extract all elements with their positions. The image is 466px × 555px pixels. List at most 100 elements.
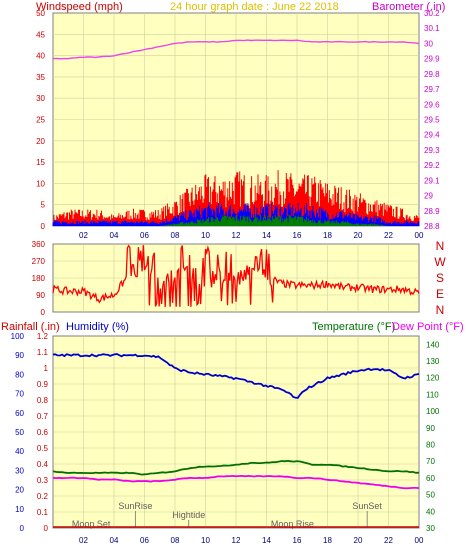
series-humidity bbox=[52, 353, 420, 399]
x-tick-label: 10 bbox=[201, 536, 210, 545]
direction-series bbox=[52, 244, 420, 308]
temperature-tick-label: 40 bbox=[426, 507, 435, 516]
humidity-tick-label: 30 bbox=[15, 466, 24, 475]
barometer-tick-label: 29.9 bbox=[424, 55, 440, 64]
series-wind-low bbox=[160, 214, 389, 226]
humidity-tick-label: 60 bbox=[15, 409, 24, 418]
humidity-tick-label: 50 bbox=[15, 428, 24, 437]
rainfall-tick-label: 0.4 bbox=[37, 460, 49, 469]
climate-grid bbox=[53, 336, 419, 528]
temperature-tick-label: 30 bbox=[426, 524, 435, 533]
compass-label: S bbox=[436, 271, 444, 285]
rainfall-tick-label: 0.5 bbox=[37, 444, 49, 453]
barometer-tick-label: 30 bbox=[424, 39, 433, 48]
x-tick-label: 00 bbox=[415, 536, 424, 545]
barometer-tick-label: 28.8 bbox=[424, 222, 440, 231]
windspeed-tick-label: 50 bbox=[36, 9, 45, 18]
barometer-tick-label: 29.7 bbox=[424, 85, 440, 94]
series-dew-point bbox=[52, 474, 420, 490]
direction-axis-ticks: 0 90 180 270 360 bbox=[32, 240, 46, 317]
compass-label: N bbox=[436, 239, 445, 253]
rainfall-tick-label: 1.2 bbox=[37, 332, 49, 341]
direction-tick-label: 90 bbox=[36, 291, 45, 300]
barometer-tick-label: 29.8 bbox=[424, 70, 440, 79]
humidity-axis-label: Humidity (%) bbox=[66, 321, 129, 333]
temperature-tick-label: 60 bbox=[426, 474, 435, 483]
rainfall-tick-label: 0.2 bbox=[37, 492, 49, 501]
compass-label: W bbox=[434, 255, 446, 269]
x-tick-label: 04 bbox=[110, 231, 119, 240]
direction-tick-label: 270 bbox=[32, 257, 46, 266]
barometer-tick-label: 29.5 bbox=[424, 116, 440, 125]
climate-x-axis-ticks: 02 04 06 08 10 12 14 16 18 20 22 00 bbox=[79, 536, 424, 545]
series-wind-direction bbox=[52, 244, 420, 308]
wind-x-axis-ticks: 02 04 06 08 10 12 14 16 18 20 22 00 bbox=[79, 231, 424, 240]
rainfall-axis-ticks: 0 0.1 0.2 0.3 0.4 0.5 0.6 0.7 0.8 0.9 1 1.1 1.2 bbox=[37, 332, 49, 533]
x-tick-label: 02 bbox=[79, 231, 88, 240]
rainfall-tick-label: 1.1 bbox=[37, 348, 49, 357]
windspeed-tick-label: 35 bbox=[36, 73, 45, 82]
windspeed-axis-label: Windspeed (mph) bbox=[36, 1, 123, 13]
humidity-tick-label: 0 bbox=[20, 524, 25, 533]
event-label: Moon Set bbox=[72, 519, 111, 529]
x-tick-label: 18 bbox=[323, 536, 332, 545]
climate-series bbox=[52, 353, 420, 528]
x-tick-label: 00 bbox=[415, 231, 424, 240]
rainfall-axis-label: Rainfall (.in) bbox=[1, 321, 60, 333]
x-tick-label: 22 bbox=[384, 536, 393, 545]
series-temperature bbox=[52, 459, 420, 476]
barometer-tick-label: 30.1 bbox=[424, 24, 440, 33]
windspeed-tick-label: 40 bbox=[36, 52, 45, 61]
barometer-tick-label: 30.2 bbox=[424, 9, 440, 18]
temperature-tick-label: 140 bbox=[426, 340, 440, 349]
humidity-axis-ticks: 0 10 20 30 40 50 60 70 80 90 100 bbox=[11, 332, 25, 533]
x-tick-label: 08 bbox=[171, 231, 180, 240]
temperature-axis-ticks: 30 40 50 60 70 80 90 100 110 120 130 140 bbox=[426, 340, 440, 533]
windspeed-tick-label: 0 bbox=[41, 222, 46, 231]
temperature-axis-label: Temperature (°F) bbox=[312, 321, 395, 333]
event-label: Moon Rise bbox=[271, 519, 314, 529]
barometer-tick-label: 29.4 bbox=[424, 131, 440, 140]
humidity-tick-label: 10 bbox=[15, 505, 24, 514]
rainfall-tick-label: 0.9 bbox=[37, 380, 49, 389]
x-tick-label: 18 bbox=[323, 231, 332, 240]
rainfall-tick-label: 0 bbox=[44, 524, 49, 533]
humidity-tick-label: 90 bbox=[15, 351, 24, 360]
temperature-tick-label: 80 bbox=[426, 441, 435, 450]
rainfall-tick-label: 0.8 bbox=[37, 396, 49, 405]
barometer-tick-label: 28.9 bbox=[424, 207, 440, 216]
direction-tick-label: 180 bbox=[32, 274, 46, 283]
rainfall-tick-label: 1 bbox=[44, 364, 49, 373]
temperature-tick-label: 130 bbox=[426, 357, 440, 366]
x-tick-label: 16 bbox=[293, 536, 302, 545]
windspeed-tick-label: 25 bbox=[36, 116, 45, 125]
compass-label: N bbox=[436, 303, 445, 317]
x-tick-label: 04 bbox=[110, 536, 119, 545]
barometer-tick-label: 29.2 bbox=[424, 161, 440, 170]
barometer-tick-label: 29.6 bbox=[424, 100, 440, 109]
x-tick-label: 08 bbox=[171, 536, 180, 545]
x-tick-label: 10 bbox=[201, 231, 210, 240]
temperature-tick-label: 120 bbox=[426, 374, 440, 383]
compass-label: E bbox=[436, 287, 444, 301]
event-label: SunSet bbox=[352, 501, 382, 511]
temperature-tick-label: 90 bbox=[426, 424, 435, 433]
windspeed-axis-ticks: 0 5 10 15 20 25 30 35 40 45 50 bbox=[36, 9, 45, 231]
windspeed-tick-label: 5 bbox=[41, 201, 46, 210]
windspeed-tick-label: 10 bbox=[36, 179, 45, 188]
x-tick-label: 14 bbox=[262, 231, 271, 240]
wind-series bbox=[52, 39, 420, 226]
graph-title: 24 hour graph date : June 22 2018 bbox=[170, 1, 339, 13]
barometer-tick-label: 29.3 bbox=[424, 146, 440, 155]
series-barometer bbox=[52, 39, 420, 60]
windspeed-tick-label: 30 bbox=[36, 94, 45, 103]
dewpoint-axis-label: Dew Point (°F) bbox=[392, 321, 464, 333]
temperature-tick-label: 110 bbox=[426, 390, 439, 399]
rainfall-tick-label: 0.3 bbox=[37, 476, 49, 485]
temperature-tick-label: 70 bbox=[426, 457, 435, 466]
direction-tick-label: 360 bbox=[32, 240, 46, 249]
windspeed-tick-label: 45 bbox=[36, 30, 45, 39]
barometer-axis-label: Barometer (.in) bbox=[372, 1, 445, 13]
